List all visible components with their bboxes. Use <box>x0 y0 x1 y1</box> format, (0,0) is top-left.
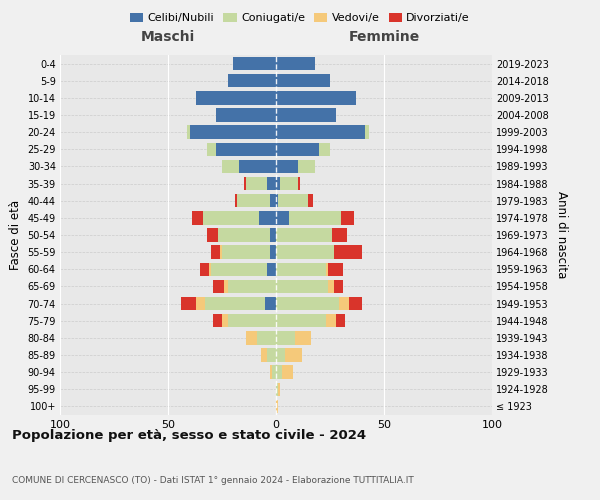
Bar <box>337 314 345 328</box>
Bar <box>181 297 196 310</box>
Bar <box>196 297 205 310</box>
Bar <box>222 314 229 328</box>
Bar <box>192 211 203 224</box>
Bar <box>269 228 276 241</box>
Bar <box>269 194 276 207</box>
Bar <box>276 91 356 104</box>
Bar <box>215 108 276 122</box>
Bar <box>272 366 276 379</box>
Bar <box>187 126 190 139</box>
Bar <box>276 400 278 413</box>
Bar <box>257 331 276 344</box>
Bar <box>190 126 276 139</box>
Bar <box>207 228 218 241</box>
Bar <box>276 348 284 362</box>
Bar <box>349 297 362 310</box>
Bar <box>224 280 229 293</box>
Bar <box>269 246 276 259</box>
Y-axis label: Fasce di età: Fasce di età <box>9 200 22 270</box>
Bar <box>328 280 334 293</box>
Bar <box>278 382 280 396</box>
Bar <box>276 177 280 190</box>
Bar <box>239 160 276 173</box>
Bar <box>229 314 276 328</box>
Bar <box>276 280 328 293</box>
Bar <box>276 126 365 139</box>
Bar <box>276 57 315 70</box>
Bar <box>334 280 343 293</box>
Bar <box>214 280 224 293</box>
Bar <box>269 366 272 379</box>
Bar <box>214 314 222 328</box>
Bar <box>244 177 246 190</box>
Text: Maschi: Maschi <box>141 30 195 44</box>
Bar <box>276 314 326 328</box>
Bar <box>215 142 276 156</box>
Bar <box>276 228 332 241</box>
Bar <box>284 348 302 362</box>
Bar <box>276 331 295 344</box>
Bar <box>276 142 319 156</box>
Bar <box>276 246 334 259</box>
Bar <box>211 246 220 259</box>
Text: Femmine: Femmine <box>349 30 419 44</box>
Bar <box>332 228 347 241</box>
Bar <box>207 142 215 156</box>
Bar <box>218 228 269 241</box>
Bar <box>268 177 276 190</box>
Bar <box>229 280 276 293</box>
Bar <box>308 194 313 207</box>
Bar <box>341 211 354 224</box>
Bar <box>220 246 222 259</box>
Bar <box>222 246 269 259</box>
Bar <box>276 262 326 276</box>
Bar <box>276 108 337 122</box>
Bar <box>265 297 276 310</box>
Bar <box>235 194 237 207</box>
Legend: Celibi/Nubili, Coniugati/e, Vedovi/e, Divorziati/e: Celibi/Nubili, Coniugati/e, Vedovi/e, Di… <box>125 8 475 28</box>
Bar <box>205 297 265 310</box>
Bar <box>276 297 338 310</box>
Text: Popolazione per età, sesso e stato civile - 2024: Popolazione per età, sesso e stato civil… <box>12 430 366 442</box>
Bar <box>326 314 337 328</box>
Bar <box>328 262 343 276</box>
Bar <box>209 262 211 276</box>
Bar <box>276 382 278 396</box>
Text: COMUNE DI CERCENASCO (TO) - Dati ISTAT 1° gennaio 2024 - Elaborazione TUTTITALIA: COMUNE DI CERCENASCO (TO) - Dati ISTAT 1… <box>12 476 414 485</box>
Bar <box>203 211 259 224</box>
Bar <box>338 297 349 310</box>
Bar <box>246 177 268 190</box>
Bar <box>289 211 341 224</box>
Bar <box>298 177 300 190</box>
Bar <box>326 262 328 276</box>
Bar <box>229 74 276 88</box>
Bar <box>276 211 289 224</box>
Y-axis label: Anni di nascita: Anni di nascita <box>556 192 568 278</box>
Bar <box>319 142 330 156</box>
Bar <box>334 246 362 259</box>
Bar <box>276 366 283 379</box>
Bar <box>261 348 268 362</box>
Bar <box>233 57 276 70</box>
Bar <box>276 194 278 207</box>
Bar <box>280 177 298 190</box>
Bar <box>211 262 268 276</box>
Bar <box>268 348 276 362</box>
Bar <box>237 194 269 207</box>
Bar <box>283 366 293 379</box>
Bar <box>278 194 308 207</box>
Bar <box>259 211 276 224</box>
Bar <box>222 160 239 173</box>
Bar <box>196 91 276 104</box>
Bar <box>200 262 209 276</box>
Bar <box>365 126 369 139</box>
Bar <box>246 331 257 344</box>
Bar <box>276 74 330 88</box>
Bar <box>276 160 298 173</box>
Bar <box>268 262 276 276</box>
Bar <box>295 331 311 344</box>
Bar <box>298 160 315 173</box>
